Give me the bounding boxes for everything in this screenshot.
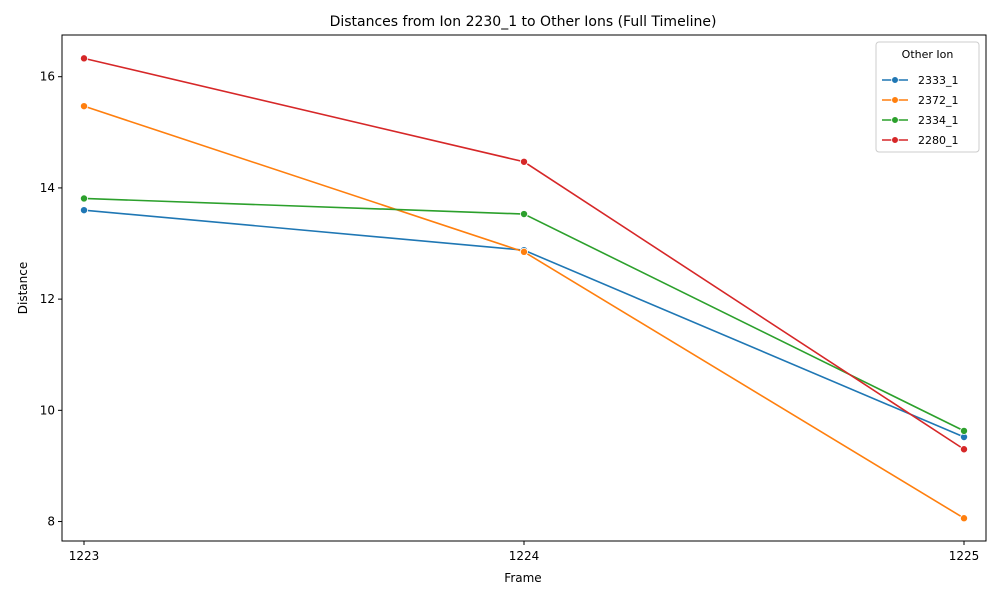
legend-swatch-marker xyxy=(891,116,899,124)
data-point-2280_1 xyxy=(960,445,969,454)
y-tick-label: 12 xyxy=(40,292,55,306)
data-point-2334_1 xyxy=(520,210,529,219)
data-point-2280_1 xyxy=(520,157,529,166)
legend-box xyxy=(875,41,980,153)
data-point-2334_1 xyxy=(960,426,969,435)
x-axis-label: Frame xyxy=(504,571,541,585)
legend: Other Ion 2333_1 2372_1 2334_1 2280_1 xyxy=(875,41,980,153)
y-tick-label: 14 xyxy=(40,181,55,195)
data-point-2333_1 xyxy=(80,206,89,215)
plot-area xyxy=(80,54,969,523)
x-tick-label: 1225 xyxy=(949,549,980,563)
legend-swatch-marker xyxy=(891,136,899,144)
data-point-2372_1 xyxy=(960,514,969,523)
legend-swatch-marker xyxy=(891,76,899,84)
y-tick-label: 10 xyxy=(40,403,55,417)
legend-swatch-marker xyxy=(891,96,899,104)
legend-entry-label: 2334_1 xyxy=(918,114,959,127)
chart-title: Distances from Ion 2230_1 to Other Ions … xyxy=(330,14,717,30)
legend-entry-label: 2372_1 xyxy=(918,94,959,107)
data-point-2372_1 xyxy=(520,247,529,256)
data-point-2334_1 xyxy=(80,194,89,203)
y-tick-label: 16 xyxy=(40,70,55,84)
legend-entry-label: 2333_1 xyxy=(918,74,959,87)
y-tick-label: 8 xyxy=(47,515,55,529)
legend-title: Other Ion xyxy=(902,48,954,61)
legend-entry-label: 2280_1 xyxy=(918,134,959,147)
x-tick-label: 1223 xyxy=(69,549,100,563)
data-point-2372_1 xyxy=(80,102,89,111)
y-axis-label: Distance xyxy=(16,262,30,314)
x-tick-label: 1224 xyxy=(509,549,540,563)
data-point-2280_1 xyxy=(80,54,89,63)
